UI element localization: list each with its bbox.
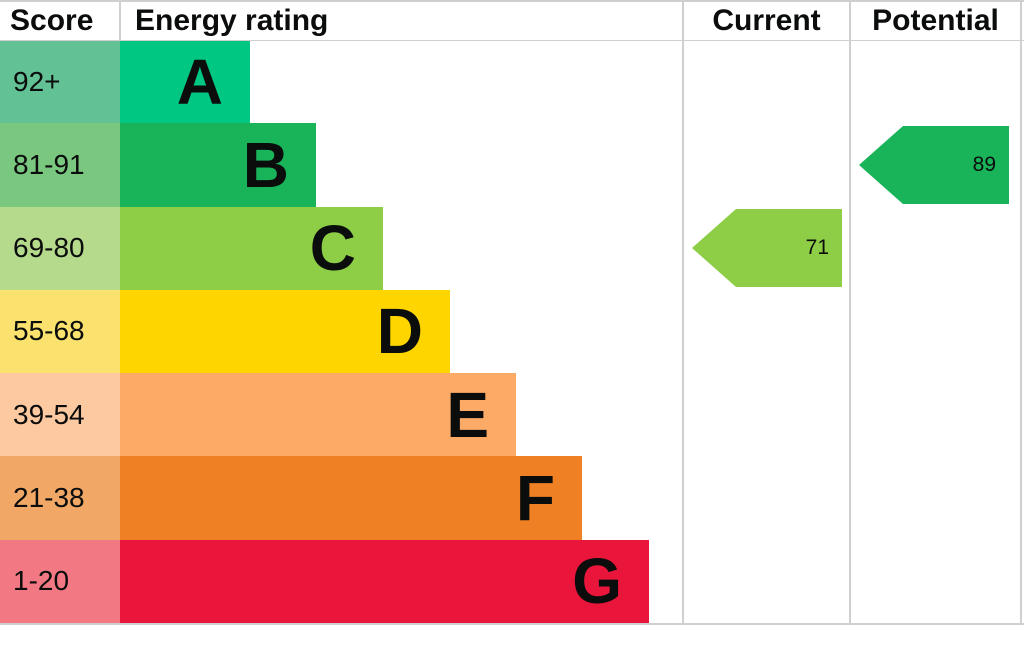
potential-rating-arrow: 89 <box>859 125 1009 204</box>
score-column-separator <box>119 0 121 40</box>
score-column-header: Score <box>10 4 94 37</box>
band-bar-e: E <box>120 373 516 457</box>
band-row-d: 55-68 D <box>0 289 683 374</box>
score-range-label: 21-38 <box>0 456 120 540</box>
band-letter: D <box>376 295 423 368</box>
current-rating-value: 71 <box>805 236 829 260</box>
band-letter: F <box>515 462 555 535</box>
band-letter: A <box>176 45 223 118</box>
top-border <box>0 0 1024 2</box>
score-range-label: 1-20 <box>0 539 120 623</box>
score-range-label: 81-91 <box>0 123 120 207</box>
current-column-separator <box>682 0 684 625</box>
current-column-header: Current <box>712 4 821 37</box>
score-range-label: 92+ <box>0 40 120 124</box>
potential-rating-slot: 89 <box>850 123 1021 206</box>
bottom-border <box>0 623 1024 625</box>
band-bar-a: A <box>120 40 250 124</box>
band-letter: E <box>446 378 489 451</box>
band-rows: 92+ A 81-91 B 69-80 C 55-68 D 39-54 E 21… <box>0 40 683 623</box>
band-bar-b: B <box>120 123 316 207</box>
current-rating-slot: 71 <box>683 207 850 290</box>
potential-rating-value: 89 <box>972 152 996 176</box>
band-row-b: 81-91 B <box>0 123 683 207</box>
band-letter: B <box>242 128 289 201</box>
score-range-label: 69-80 <box>0 206 120 290</box>
score-range-label: 55-68 <box>0 289 120 374</box>
right-border <box>1020 0 1022 625</box>
band-bar-f: F <box>120 456 582 540</box>
band-row-a: 92+ A <box>0 40 683 124</box>
band-bar-c: C <box>120 206 383 290</box>
band-row-c: 69-80 C <box>0 206 683 290</box>
potential-column-separator <box>849 0 851 625</box>
band-bar-d: D <box>120 289 450 374</box>
header-underline <box>0 40 1024 41</box>
energy-rating-column-header: Energy rating <box>135 4 329 37</box>
current-rating-arrow: 71 <box>692 209 842 288</box>
score-range-label: 39-54 <box>0 373 120 457</box>
left-arrow-icon <box>859 125 1009 204</box>
band-row-f: 21-38 F <box>0 456 683 540</box>
band-row-e: 39-54 E <box>0 373 683 457</box>
band-letter: G <box>572 545 622 618</box>
left-arrow-icon <box>692 209 842 288</box>
potential-column-header: Potential <box>872 4 999 37</box>
band-letter: C <box>309 212 356 285</box>
band-row-g: 1-20 G <box>0 539 683 623</box>
band-bar-g: G <box>120 539 649 623</box>
